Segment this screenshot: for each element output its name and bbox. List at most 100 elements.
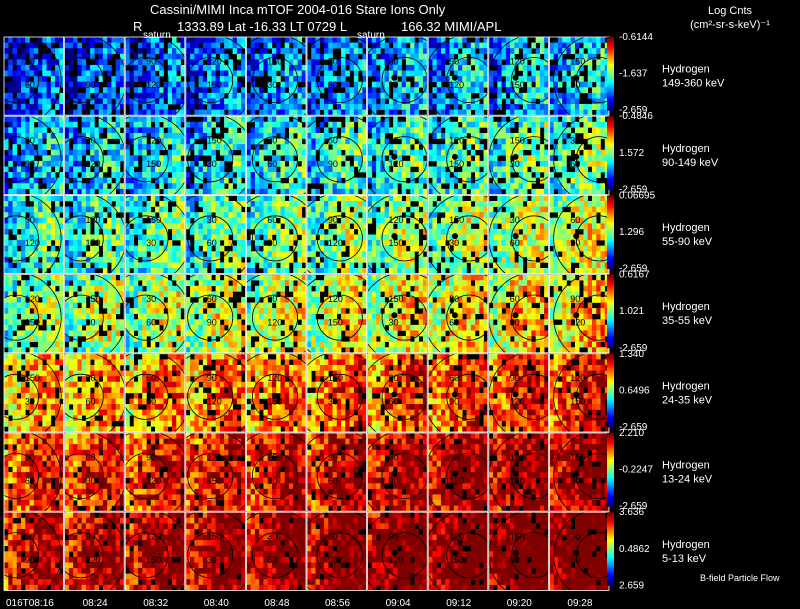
subtitle-position-info: 1333.89 Lat -16.33 LT 0729 L bbox=[177, 19, 348, 34]
heatmap-cell bbox=[462, 160, 467, 167]
heatmap-cell bbox=[236, 53, 242, 60]
heatmap-cell bbox=[380, 212, 385, 219]
heatmap-cell bbox=[64, 188, 70, 195]
heatmap-cell bbox=[297, 217, 303, 224]
heatmap-cell bbox=[21, 206, 26, 213]
heatmap-cell bbox=[185, 42, 191, 49]
contour-label: 90 bbox=[328, 215, 338, 225]
heatmap-cell bbox=[297, 76, 303, 82]
heatmap-cell bbox=[77, 212, 82, 219]
heatmap-cell bbox=[38, 200, 43, 207]
heatmap-cell bbox=[241, 183, 246, 190]
heatmap-cell bbox=[527, 132, 532, 139]
heatmap-cell bbox=[155, 144, 160, 151]
heatmap-cell bbox=[194, 262, 199, 269]
heatmap-cell bbox=[29, 195, 35, 202]
heatmap-cell bbox=[50, 121, 56, 128]
heatmap-cell bbox=[371, 240, 377, 246]
heatmap-cell bbox=[8, 262, 13, 269]
heatmap-cell bbox=[263, 104, 268, 110]
heatmap-cell bbox=[85, 121, 91, 128]
heatmap-cell bbox=[527, 76, 532, 82]
heatmap-cell bbox=[410, 87, 415, 94]
heatmap-cell bbox=[376, 251, 381, 258]
heatmap-cell bbox=[150, 138, 156, 145]
heatmap-cell bbox=[422, 104, 428, 110]
heatmap-cell bbox=[475, 76, 480, 82]
heatmap-cell bbox=[250, 53, 256, 60]
heatmap-cell bbox=[553, 48, 559, 55]
colorbar-step bbox=[607, 138, 614, 141]
heatmap-cell bbox=[180, 138, 186, 145]
heatmap-cell bbox=[410, 195, 415, 202]
heatmap-cell bbox=[353, 155, 359, 162]
colorbar-step bbox=[607, 152, 614, 156]
heatmap-cell bbox=[129, 116, 135, 123]
heatmap-cell bbox=[250, 138, 256, 145]
heatmap-cell bbox=[137, 223, 143, 230]
heatmap-cell bbox=[115, 121, 121, 128]
heatmap-cell bbox=[98, 212, 104, 219]
heatmap-cell bbox=[119, 183, 125, 190]
heatmap-cell bbox=[77, 228, 82, 235]
pitch-angle-contour bbox=[28, 116, 62, 195]
heatmap-cell bbox=[263, 59, 268, 66]
heatmap-cell bbox=[436, 223, 442, 230]
heatmap-cell bbox=[553, 132, 559, 139]
colorbar-step bbox=[607, 54, 614, 57]
heatmap-cell bbox=[324, 160, 329, 167]
heatmap-cell bbox=[539, 217, 545, 224]
heatmap-cell bbox=[336, 256, 342, 263]
heatmap-cell bbox=[232, 262, 238, 269]
heatmap-cell bbox=[90, 251, 95, 258]
heatmap-cell bbox=[587, 48, 593, 55]
heatmap-cell bbox=[8, 70, 13, 77]
heatmap-cell bbox=[324, 183, 329, 190]
heatmap-cell bbox=[259, 155, 264, 162]
colorbar-max-label: -0.4846 bbox=[619, 111, 653, 122]
heatmap-cell bbox=[59, 76, 64, 82]
heatmap-cell bbox=[293, 81, 298, 88]
heatmap-cell bbox=[388, 262, 394, 269]
heatmap-cell bbox=[358, 262, 363, 269]
heatmap-cell bbox=[505, 172, 511, 178]
heatmap-cell bbox=[422, 76, 428, 82]
heatmap-cell bbox=[33, 116, 39, 123]
heatmap-cell bbox=[596, 87, 601, 94]
heatmap-cell bbox=[297, 70, 303, 77]
heatmap-cell bbox=[73, 268, 78, 274]
heatmap-cell bbox=[263, 245, 268, 252]
heatmap-cell bbox=[267, 144, 273, 151]
heatmap-cell bbox=[267, 212, 273, 219]
heatmap-cell bbox=[90, 234, 95, 241]
heatmap-cell bbox=[336, 234, 342, 241]
heatmap-cell bbox=[336, 245, 342, 252]
heatmap-cell bbox=[319, 144, 325, 151]
heatmap-cell bbox=[432, 149, 438, 156]
heatmap-cell bbox=[384, 217, 390, 224]
heatmap-cell bbox=[311, 200, 316, 207]
heatmap-cell bbox=[202, 212, 208, 219]
heatmap-cell bbox=[349, 228, 355, 235]
heatmap-cell bbox=[332, 262, 338, 269]
heatmap-cell bbox=[33, 64, 39, 71]
heatmap-cell bbox=[29, 132, 35, 139]
heatmap-cell bbox=[98, 172, 104, 178]
heatmap-cell bbox=[228, 262, 233, 269]
heatmap-cell bbox=[535, 262, 541, 269]
heatmap-cell bbox=[38, 228, 43, 235]
heatmap-cell bbox=[176, 268, 181, 274]
heatmap-cell bbox=[8, 37, 13, 43]
heatmap-cell bbox=[263, 256, 268, 263]
heatmap-cell bbox=[246, 149, 251, 156]
heatmap-cell bbox=[77, 53, 82, 60]
heatmap-cell bbox=[553, 64, 559, 71]
contour-label: 150 bbox=[510, 80, 525, 90]
heatmap-cell bbox=[358, 200, 363, 207]
heatmap-cell bbox=[440, 87, 446, 94]
heatmap-cell bbox=[271, 183, 277, 190]
heatmap-cell bbox=[46, 53, 52, 60]
heatmap-cell bbox=[583, 109, 589, 116]
heatmap-cell bbox=[341, 206, 346, 213]
heatmap-cell bbox=[479, 195, 484, 202]
